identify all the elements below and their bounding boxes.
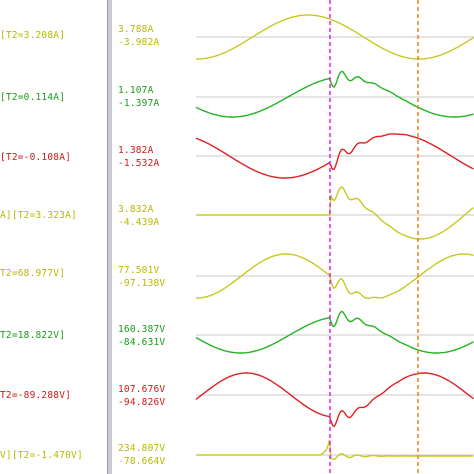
channel-baselines	[196, 36, 474, 456]
scale-min-8: -78.664V	[118, 456, 166, 467]
channel-label-6: T2=18.822V]	[0, 330, 66, 341]
scale-max-3: 1.382A	[118, 145, 154, 156]
channel-label-7: T2=-89.288V]	[0, 390, 72, 401]
scale-max-5: 77.501V	[118, 265, 160, 276]
scale-max-2: 1.107A	[118, 85, 154, 96]
waveform-trace-5	[196, 253, 474, 299]
waveform-trace-7	[195, 372, 474, 428]
scale-min-2: -1.397A	[118, 98, 160, 109]
channel-label-2: [T2=0.114A]	[0, 92, 66, 103]
channel-label-3: [T2=-0.108A]	[0, 152, 72, 163]
scale-min-1: -3.982A	[118, 37, 160, 48]
scale-max-7: 107.676V	[118, 384, 166, 395]
channel-label-5: T2=68.977V]	[0, 268, 66, 279]
scale-max-6: 160.387V	[118, 324, 166, 335]
waveform-trace-8	[196, 439, 474, 461]
channel-label-8: V][T2=-1.470V]	[0, 450, 83, 461]
scale-min-5: -97.138V	[118, 278, 166, 289]
channel-label-1: [T2=3.208A]	[0, 30, 66, 41]
waveform-trace-2	[195, 70, 474, 118]
scale-max-8: 234.807V	[118, 443, 166, 454]
scale-min-3: -1.532A	[118, 158, 160, 169]
channel-label-panel	[0, 0, 107, 474]
waveform-trace-3	[195, 133, 474, 179]
panel-divider[interactable]	[107, 0, 112, 474]
scale-min-6: -84.631V	[118, 337, 166, 348]
scale-min-7: -94.826V	[118, 397, 166, 408]
waveform-traces	[195, 14, 474, 461]
scale-panel	[112, 0, 194, 474]
scale-min-4: -4.439A	[118, 217, 160, 228]
scale-max-4: 3.832A	[118, 204, 154, 215]
waveform-trace-4	[196, 186, 474, 240]
waveform-trace-1	[196, 14, 474, 60]
channel-label-4: A][T2=3.323A]	[0, 210, 77, 221]
waveform-trace-6	[195, 310, 474, 354]
scale-max-1: 3.788A	[118, 24, 154, 35]
